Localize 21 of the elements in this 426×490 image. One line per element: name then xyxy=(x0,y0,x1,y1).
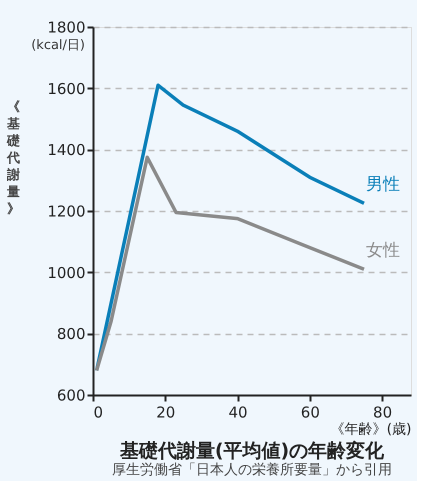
x-tick-label: 20 xyxy=(156,404,176,422)
x-tick-label: 0 xyxy=(94,404,104,422)
line-series xyxy=(94,156,366,372)
series-label: 男性 xyxy=(366,174,400,194)
x-tick-label: 40 xyxy=(228,404,248,422)
text: 厚生労働省「日本人の栄養所要量」から引用 xyxy=(112,462,392,478)
y-axis-title: 《基礎代謝量》 xyxy=(6,100,20,218)
y-tick-label: 1800 xyxy=(47,18,86,36)
y-tick-label: 600 xyxy=(56,386,86,404)
y-tick-label: 1600 xyxy=(47,80,86,98)
x-tick-label: 60 xyxy=(300,404,320,422)
y-tick-label: 800 xyxy=(56,325,86,344)
series-label: 女性 xyxy=(366,240,400,260)
y-tick-label: 1400 xyxy=(47,141,86,160)
text: (kcal/日) xyxy=(31,38,85,53)
y-tick-label: 1200 xyxy=(47,202,86,220)
y-tick-label: 1000 xyxy=(47,264,86,282)
line-series xyxy=(94,84,366,372)
x-tick-label: 80 xyxy=(373,404,392,422)
text: 基礎代謝量(平均値)の年齢変化 xyxy=(118,440,386,462)
x-axis-title: 《年齢》(歳) xyxy=(330,422,412,438)
